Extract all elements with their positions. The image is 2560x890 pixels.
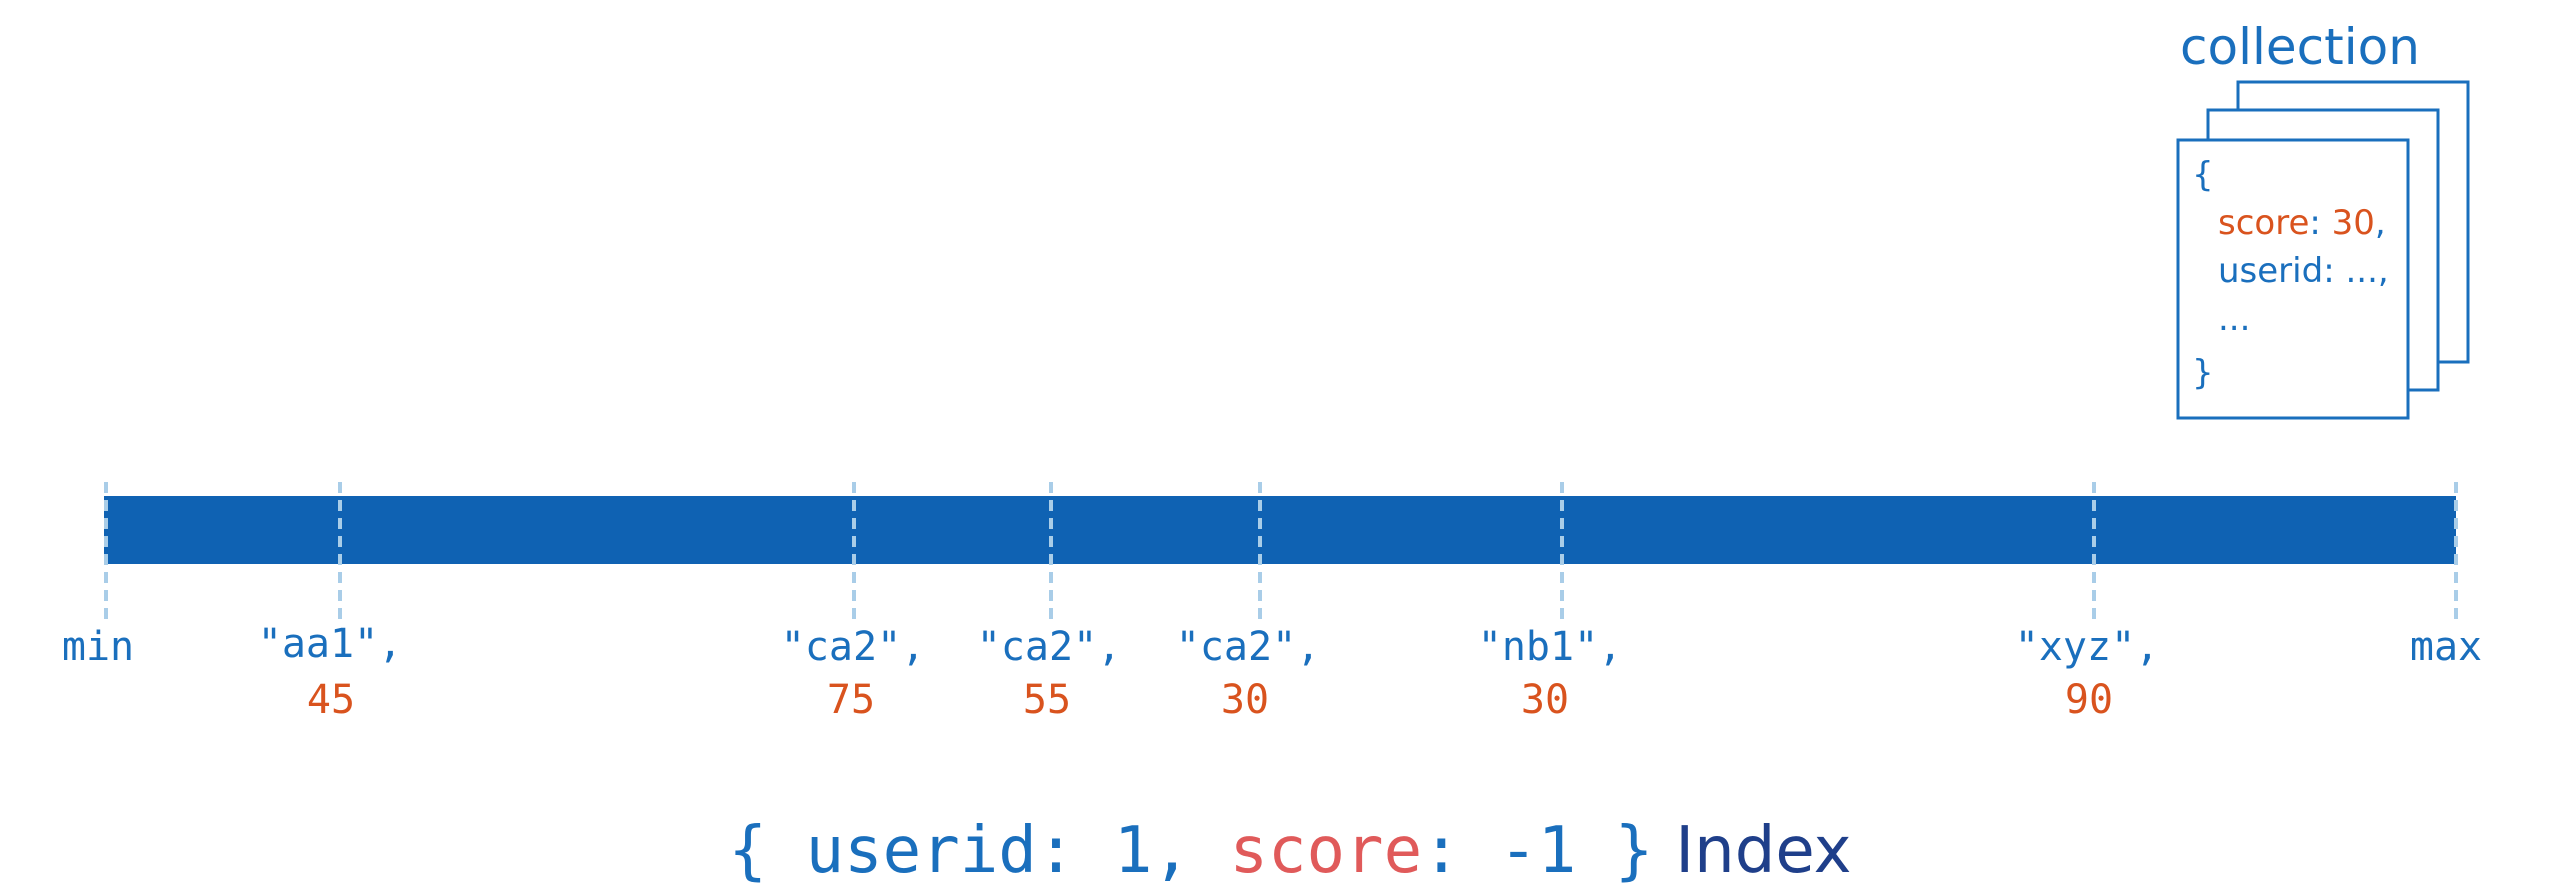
document-close-brace: } — [2192, 353, 2214, 393]
entry-key-5: "nb1", — [1478, 624, 1623, 670]
document-score-value: 30 — [2332, 203, 2375, 243]
caption-open-brace: { — [729, 814, 806, 888]
collection-title: collection — [2180, 18, 2420, 76]
document-field-score: score: 30, — [2218, 203, 2386, 243]
entry-key-1: "aa1", — [258, 621, 403, 667]
caption-field-userid: userid — [806, 814, 1037, 888]
entry-value-1: 45 — [307, 677, 355, 723]
caption-field-score: score — [1229, 814, 1422, 888]
entry-value-4: 30 — [1221, 677, 1269, 723]
caption-index-label: Index — [1675, 814, 1851, 888]
entry-value-6: 90 — [2065, 677, 2113, 723]
document-score-comma: , — [2375, 203, 2386, 243]
document-score-key: score — [2218, 203, 2309, 243]
collection-stack: collection { score: 30, userid: ..., ...… — [2176, 18, 2470, 420]
index-bar — [104, 496, 2456, 564]
index-caption: { userid: 1, score: -1 } Index — [729, 814, 1852, 888]
document-card-front — [2176, 138, 2410, 420]
label-max: max — [2410, 624, 2482, 670]
entry-key-2: "ca2", — [781, 624, 926, 670]
caption-sep-1: : 1, — [1037, 814, 1230, 888]
entry-key-3: "ca2", — [977, 624, 1122, 670]
document-field-userid: userid: ..., — [2218, 251, 2389, 291]
entry-value-3: 55 — [1023, 677, 1071, 723]
entry-key-6: "xyz", — [2015, 624, 2160, 670]
document-open-brace: { — [2192, 155, 2214, 195]
entry-key-4: "ca2", — [1176, 624, 1321, 670]
label-min: min — [62, 624, 134, 670]
caption-sep-2: : -1 } — [1422, 814, 1653, 888]
document-score-sep: : — [2309, 203, 2331, 243]
document-ellipsis: ... — [2218, 299, 2250, 339]
entry-value-2: 75 — [827, 677, 875, 723]
entry-value-5: 30 — [1521, 677, 1569, 723]
